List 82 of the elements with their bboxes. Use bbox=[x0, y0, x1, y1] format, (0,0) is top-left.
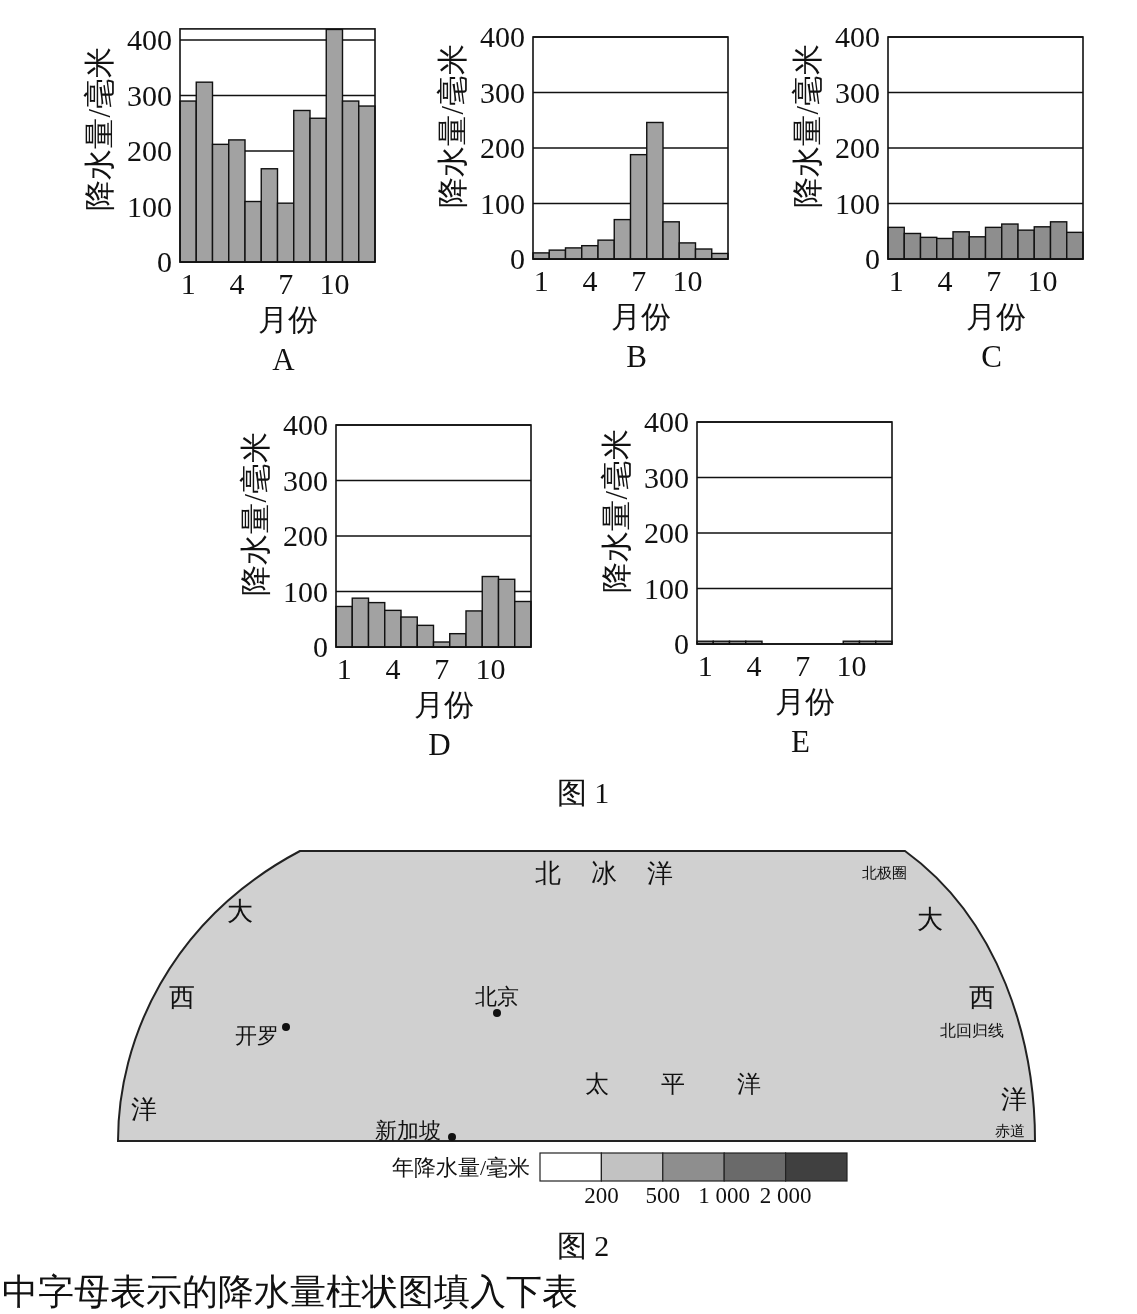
x-axis-title: 月份 bbox=[965, 300, 1026, 333]
text: 新加坡 bbox=[375, 1118, 441, 1143]
y-tick-label: 300 bbox=[480, 75, 525, 109]
text: 北回归线 bbox=[940, 1022, 1004, 1039]
y-tick-label: 200 bbox=[283, 519, 328, 552]
text: 200 bbox=[584, 1183, 619, 1208]
text: 洋 bbox=[1001, 1085, 1027, 1114]
text: 北极圈 bbox=[861, 865, 907, 881]
y-tick-label: 400 bbox=[835, 20, 880, 53]
y-tick-label: 0 bbox=[313, 630, 328, 663]
x-tick-label: 1 bbox=[336, 652, 352, 685]
x-axis-title: 月份 bbox=[774, 685, 835, 718]
y-tick-label: 200 bbox=[835, 131, 880, 164]
x-tick-label: 10 bbox=[672, 264, 703, 297]
x-tick-label: 7 bbox=[795, 649, 811, 682]
text: C bbox=[981, 339, 1002, 374]
text: 洋 bbox=[131, 1095, 157, 1124]
x-axis-title: 月份 bbox=[257, 303, 318, 336]
x-tick-label: 10 bbox=[836, 649, 867, 682]
y-tick-label: 300 bbox=[644, 460, 689, 494]
text: 1 000 bbox=[698, 1183, 751, 1208]
y-tick-label: 300 bbox=[835, 75, 880, 109]
x-tick-label: 10 bbox=[1027, 264, 1058, 297]
y-tick-label: 400 bbox=[480, 20, 525, 53]
x-tick-label: 4 bbox=[385, 652, 401, 685]
x-tick-label: 10 bbox=[475, 652, 506, 685]
y-tick-label: 200 bbox=[127, 134, 172, 167]
x-tick-label: 1 bbox=[888, 264, 904, 297]
text: 图 2 bbox=[556, 1229, 610, 1262]
text: 西 bbox=[969, 983, 995, 1012]
text: B bbox=[626, 339, 647, 374]
color-bar-title: 年降水量/毫米 bbox=[391, 1155, 530, 1180]
y-tick-label: 100 bbox=[480, 186, 525, 220]
x-tick-label: 7 bbox=[986, 264, 1002, 297]
x-tick-label: 7 bbox=[434, 652, 450, 685]
y-axis-title: 降水量/毫米 bbox=[790, 43, 826, 208]
x-tick-label: 1 bbox=[533, 264, 549, 297]
text: A bbox=[272, 342, 296, 377]
y-tick-label: 200 bbox=[644, 516, 689, 549]
x-tick-label: 10 bbox=[319, 267, 350, 300]
text: 太 平 洋 bbox=[585, 1071, 775, 1097]
y-axis-title: 降水量/毫米 bbox=[82, 46, 118, 211]
y-tick-label: 200 bbox=[480, 131, 525, 164]
text: 北 冰 洋 bbox=[535, 859, 675, 888]
x-axis-title: 月份 bbox=[610, 300, 671, 333]
text: 开罗 bbox=[235, 1023, 279, 1048]
y-tick-label: 400 bbox=[644, 405, 689, 438]
text: 2 000 bbox=[759, 1183, 812, 1208]
y-tick-label: 0 bbox=[157, 245, 172, 278]
y-axis-title: 降水量/毫米 bbox=[435, 43, 471, 208]
y-tick-label: 300 bbox=[127, 78, 172, 112]
x-tick-label: 7 bbox=[631, 264, 647, 297]
y-tick-label: 100 bbox=[127, 189, 172, 223]
text: E bbox=[791, 724, 810, 759]
text: 500 bbox=[645, 1183, 681, 1208]
text: 中字母表示的降水量柱状图填入下表 bbox=[2, 1272, 578, 1312]
x-tick-label: 4 bbox=[937, 264, 953, 297]
y-tick-label: 0 bbox=[865, 242, 880, 275]
x-tick-label: 1 bbox=[697, 649, 713, 682]
y-axis-title: 降水量/毫米 bbox=[599, 428, 635, 593]
x-tick-label: 7 bbox=[278, 267, 294, 300]
x-axis-title: 月份 bbox=[413, 688, 474, 721]
x-tick-label: 4 bbox=[582, 264, 598, 297]
x-tick-label: 4 bbox=[746, 649, 762, 682]
text: 赤道 bbox=[995, 1123, 1025, 1139]
text: 图 1 bbox=[556, 776, 610, 809]
text: 西 bbox=[169, 983, 195, 1012]
text: 北京 bbox=[475, 984, 519, 1009]
y-tick-label: 400 bbox=[283, 408, 328, 441]
text: D bbox=[428, 727, 451, 762]
y-tick-label: 0 bbox=[674, 627, 689, 660]
y-tick-label: 100 bbox=[644, 571, 689, 605]
y-tick-label: 0 bbox=[510, 242, 525, 275]
y-axis-title: 降水量/毫米 bbox=[238, 431, 274, 596]
text: 大 bbox=[917, 905, 943, 934]
text: 大 bbox=[227, 897, 253, 926]
y-tick-label: 100 bbox=[835, 186, 880, 220]
x-tick-label: 1 bbox=[180, 267, 196, 300]
y-tick-label: 100 bbox=[283, 574, 328, 608]
y-tick-label: 400 bbox=[127, 23, 172, 56]
y-tick-label: 300 bbox=[283, 463, 328, 497]
x-tick-label: 4 bbox=[229, 267, 245, 300]
